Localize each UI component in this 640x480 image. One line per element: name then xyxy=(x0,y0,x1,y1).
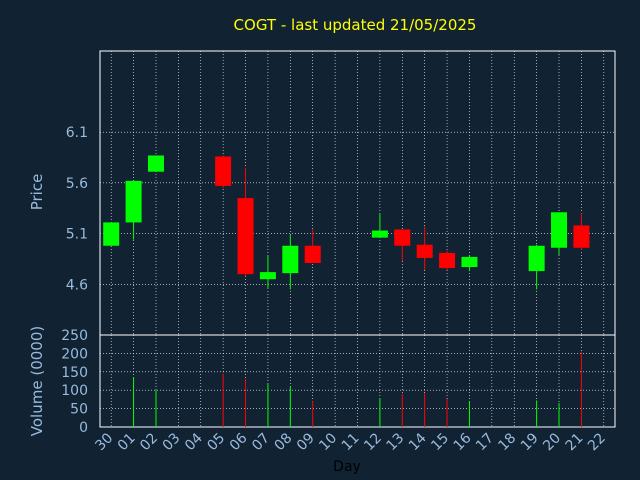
volume-panel: 0 50 100 150 200 250 xyxy=(61,328,616,436)
candle-body xyxy=(394,229,411,246)
candle-body xyxy=(103,222,120,246)
x-tick-label: 05 xyxy=(204,430,228,454)
price-y-tick-label: 5.1 xyxy=(66,227,88,243)
candle-09 xyxy=(304,229,321,263)
candle-body xyxy=(147,155,164,172)
price-y-tick-label: 5.6 xyxy=(66,176,88,192)
volume-axis-label: Volume (0000) xyxy=(28,326,46,436)
price-y-tick-label: 6.1 xyxy=(66,125,88,141)
x-tick-label: 03 xyxy=(160,430,184,454)
x-axis-label: Day xyxy=(333,459,361,475)
x-tick-label: 08 xyxy=(272,430,296,454)
x-tick-label: 16 xyxy=(451,430,475,454)
price-grid xyxy=(100,51,615,335)
candle-body xyxy=(528,245,545,272)
x-tick-label: 12 xyxy=(361,430,385,454)
candle-02 xyxy=(147,155,164,172)
candle-body xyxy=(237,198,254,275)
x-tick-label: 15 xyxy=(428,430,452,454)
volume-y-tick-label: 50 xyxy=(70,402,88,418)
x-tick-label: 13 xyxy=(383,430,407,454)
candle-08 xyxy=(282,234,299,290)
price-axis-label: Price xyxy=(28,174,46,211)
candle-16 xyxy=(461,255,478,272)
candle-07 xyxy=(259,255,276,289)
x-tick-label: 04 xyxy=(182,430,206,454)
x-tick-label: 18 xyxy=(495,430,519,454)
price-y-tick-label: 4.6 xyxy=(66,277,88,293)
x-tick-label: 22 xyxy=(585,430,609,454)
x-tick-label: 01 xyxy=(115,430,139,454)
candles xyxy=(103,155,590,290)
candle-19 xyxy=(528,244,545,290)
candle-body xyxy=(461,256,478,268)
candle-14 xyxy=(416,226,433,271)
candle-body xyxy=(371,230,388,238)
x-tick-label: 30 xyxy=(92,430,116,454)
candle-body xyxy=(282,245,299,274)
x-tick-label: 20 xyxy=(540,430,564,454)
candle-12 xyxy=(371,213,388,238)
volume-y-tick-label: 150 xyxy=(61,365,88,381)
x-tick-labels: 3001020304050607080910111213141516171819… xyxy=(92,430,609,454)
candle-body xyxy=(416,244,433,258)
candle-01 xyxy=(125,180,142,240)
candle-30 xyxy=(103,222,120,246)
candle-body xyxy=(125,180,142,223)
x-tick-label: 09 xyxy=(294,430,318,454)
candle-body xyxy=(259,272,276,280)
volume-y-tick-label: 100 xyxy=(61,383,88,399)
candle-05 xyxy=(215,155,232,188)
volume-y-tick-label: 200 xyxy=(61,346,88,362)
price-panel: 4.6 5.1 5.6 6.1 xyxy=(66,50,616,336)
volume-y-tick-label: 250 xyxy=(61,328,88,344)
chart-title: COGT - last updated 21/05/2025 xyxy=(234,16,477,34)
volume-y-ticks: 0 50 100 150 200 250 xyxy=(61,328,88,436)
candle-body xyxy=(551,212,568,248)
x-tick-label: 19 xyxy=(518,430,542,454)
x-tick-label: 07 xyxy=(249,430,273,454)
candle-21 xyxy=(573,213,590,250)
x-tick-label: 10 xyxy=(316,430,340,454)
price-y-ticks: 4.6 5.1 5.6 6.1 xyxy=(66,125,88,293)
volume-y-tick-label: 0 xyxy=(79,420,88,436)
candle-body xyxy=(304,245,321,263)
candle-15 xyxy=(439,250,456,271)
x-tick-label: 21 xyxy=(563,430,587,454)
x-tick-label: 17 xyxy=(473,430,497,454)
x-tick-label: 14 xyxy=(406,430,430,454)
volume-bars xyxy=(133,351,582,427)
x-tick-label: 02 xyxy=(137,430,161,454)
candle-body xyxy=(439,252,456,269)
candle-06 xyxy=(237,167,254,277)
candle-body xyxy=(215,156,232,186)
x-tick-label: 06 xyxy=(227,430,251,454)
candle-body xyxy=(573,225,590,248)
candle-13 xyxy=(394,229,411,261)
x-tick-label: 11 xyxy=(339,430,363,454)
candle-20 xyxy=(551,212,568,255)
